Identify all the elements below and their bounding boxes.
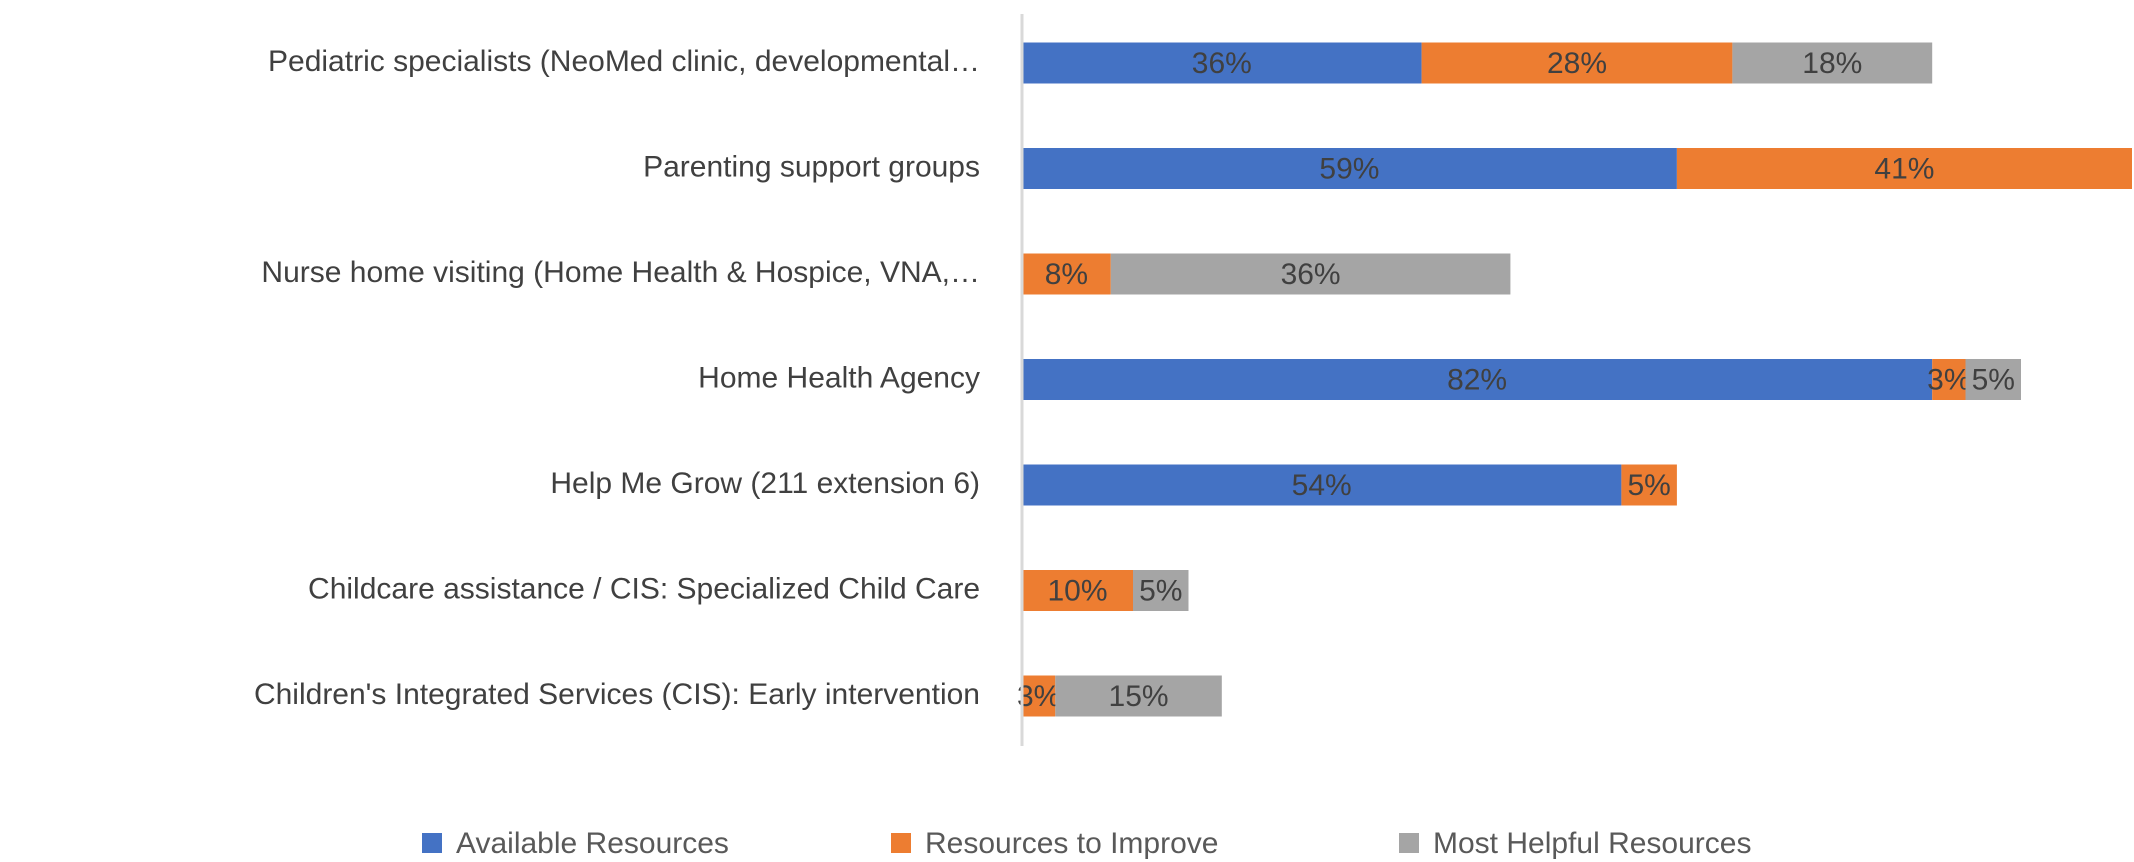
bar-segment bbox=[1022, 464, 1622, 506]
bar-segment bbox=[1022, 42, 1422, 84]
bar-segment bbox=[1022, 570, 1133, 611]
bar-segment bbox=[1965, 359, 2021, 400]
data-label: 41% bbox=[1874, 152, 1934, 185]
data-label: 10% bbox=[1047, 574, 1107, 607]
bar-segment bbox=[1022, 253, 1111, 295]
category-label: Parenting support groups bbox=[643, 150, 980, 183]
bar-segment bbox=[1621, 464, 1677, 506]
bar-segment bbox=[1110, 253, 1511, 295]
bar-segment bbox=[1055, 675, 1222, 717]
data-label: 5% bbox=[1139, 574, 1182, 607]
category-label: Children's Integrated Services (CIS): Ea… bbox=[254, 678, 980, 711]
data-label: 5% bbox=[1627, 469, 1670, 502]
bar-segment bbox=[1932, 359, 1966, 400]
bar-segment bbox=[1022, 148, 1677, 189]
category-label: Pediatric specialists (NeoMed clinic, de… bbox=[268, 45, 980, 78]
data-label: 3% bbox=[1017, 680, 1060, 713]
data-label: 3% bbox=[1927, 363, 1970, 396]
data-label: 82% bbox=[1447, 363, 1507, 396]
bar-segment bbox=[1022, 359, 1933, 400]
data-label: 59% bbox=[1319, 152, 1379, 185]
legend-swatch bbox=[891, 833, 911, 853]
bar-segment bbox=[1676, 148, 2132, 189]
legend-swatch bbox=[422, 833, 442, 853]
category-label: Childcare assistance / CIS: Specialized … bbox=[308, 572, 980, 605]
legend-label: Most Helpful Resources bbox=[1433, 827, 1751, 860]
bar-segment bbox=[1421, 42, 1733, 84]
category-label: Home Health Agency bbox=[698, 361, 980, 394]
data-label: 8% bbox=[1045, 258, 1088, 291]
data-label: 54% bbox=[1292, 469, 1352, 502]
bar-segment bbox=[1022, 675, 1056, 717]
legend-label: Resources to Improve bbox=[925, 827, 1218, 860]
bar-segment bbox=[1133, 570, 1189, 611]
data-label: 5% bbox=[1972, 363, 2015, 396]
category-label: Help Me Grow (211 extension 6) bbox=[550, 467, 980, 500]
data-label: 15% bbox=[1109, 680, 1169, 713]
legend-label: Available Resources bbox=[456, 827, 729, 860]
data-label: 36% bbox=[1192, 47, 1252, 80]
data-label: 28% bbox=[1547, 47, 1607, 80]
data-label: 18% bbox=[1802, 47, 1862, 80]
legend-swatch bbox=[1399, 833, 1419, 853]
category-label: Nurse home visiting (Home Health & Hospi… bbox=[261, 256, 980, 289]
data-label: 36% bbox=[1281, 258, 1341, 291]
bar-segment bbox=[1732, 42, 1933, 84]
